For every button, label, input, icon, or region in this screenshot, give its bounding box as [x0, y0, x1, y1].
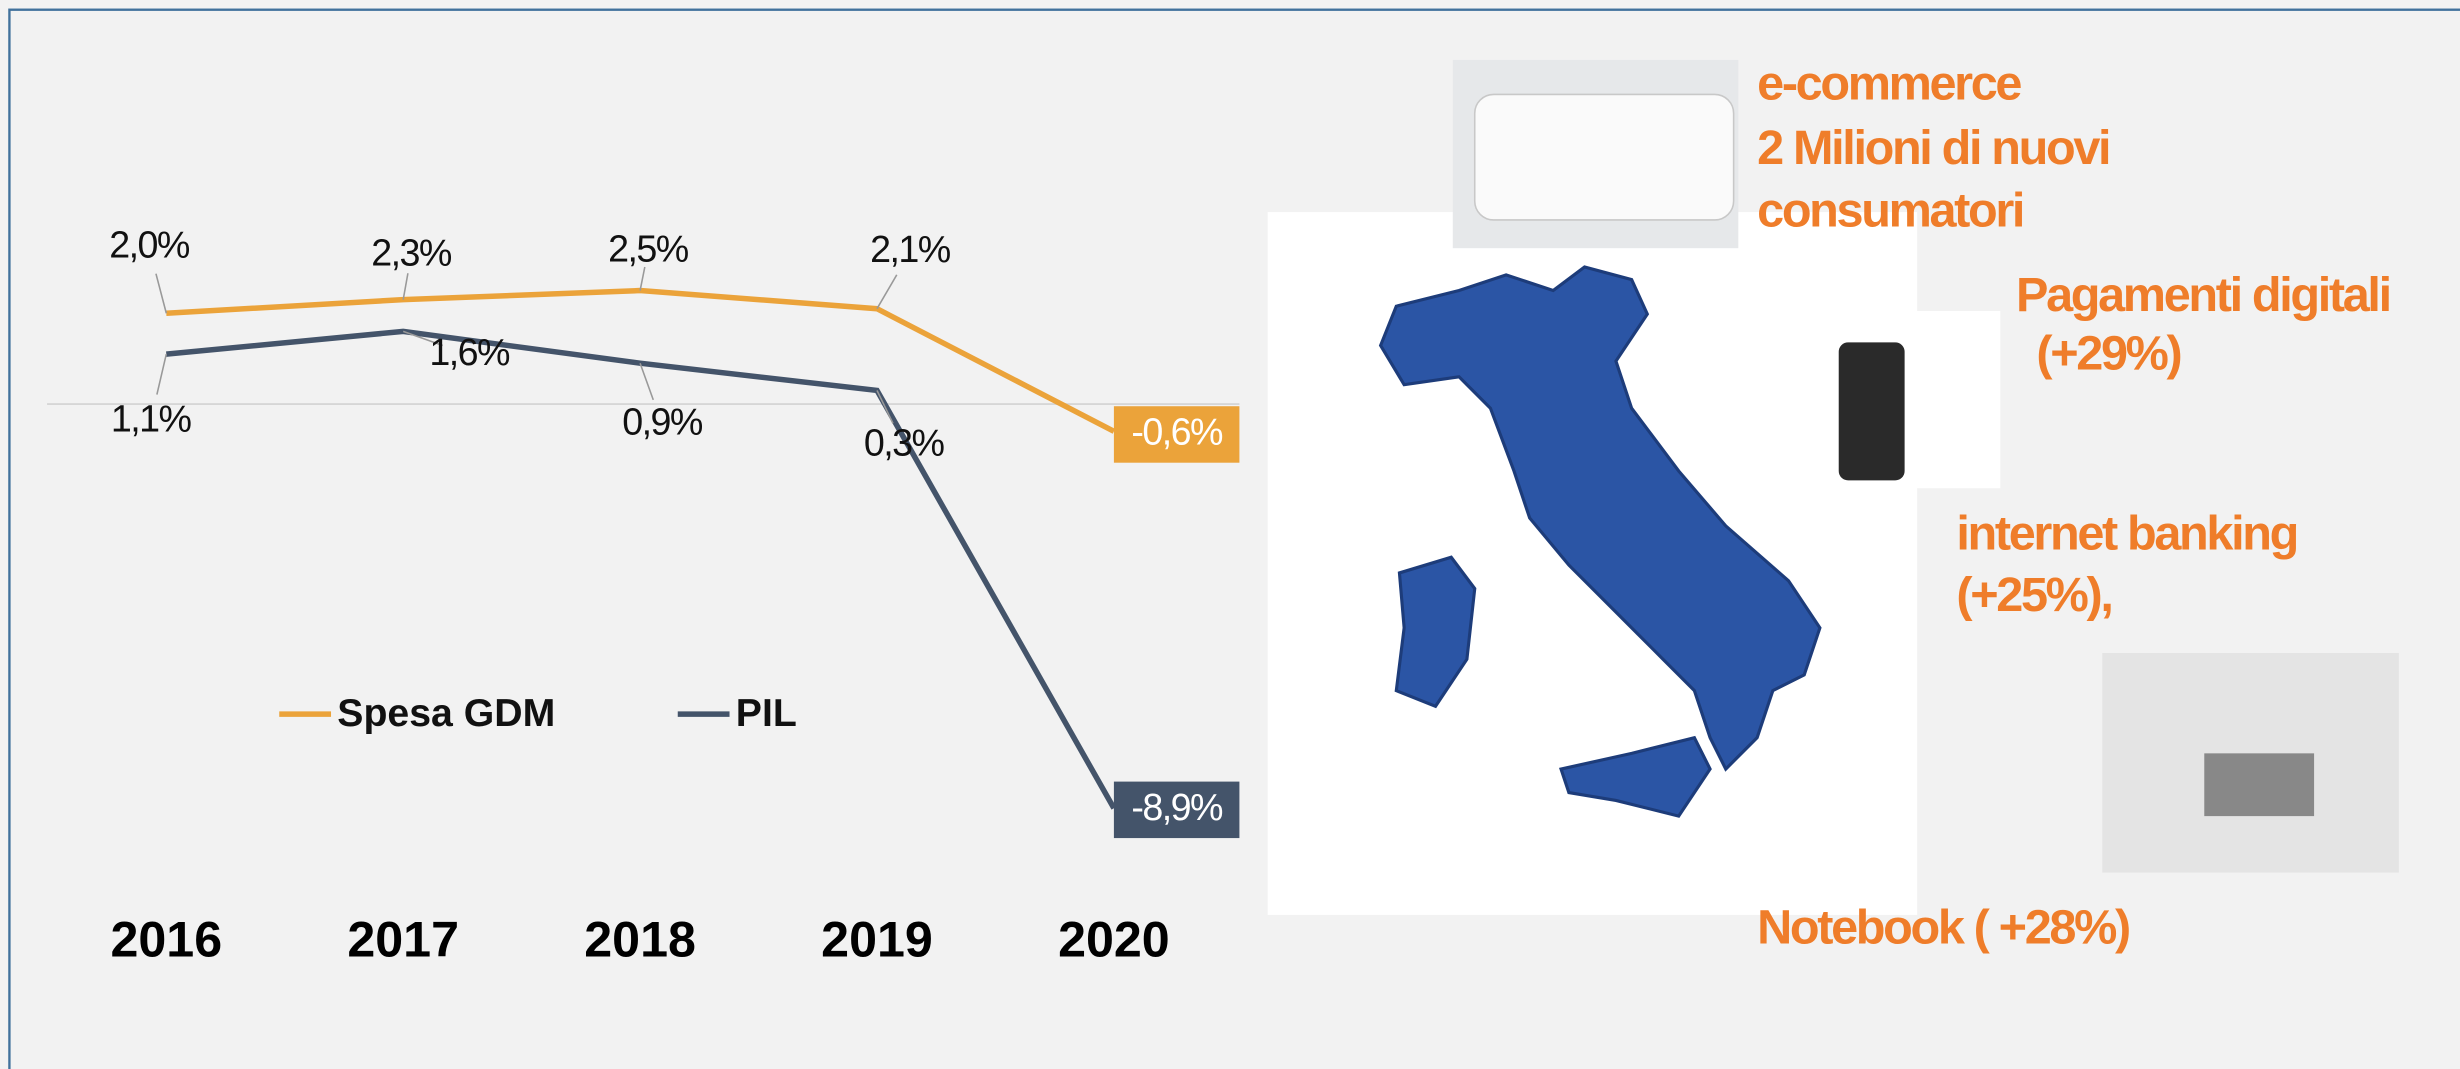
leader-line [402, 273, 409, 300]
value-label: 2,5% [608, 227, 689, 269]
annotation: (+29%) [2036, 326, 2180, 380]
x-tick-label: 2016 [110, 911, 222, 967]
x-tick-label: 2017 [347, 911, 459, 967]
sardinia [1394, 555, 1477, 709]
leader-line [876, 390, 894, 424]
value-label: 0,3% [864, 421, 945, 463]
annotation: internet banking [1956, 507, 2297, 561]
pos-terminal [1838, 342, 1905, 481]
annotation: (+25%), [1956, 568, 2111, 622]
legend-label: PIL [736, 691, 797, 735]
leader-line [876, 274, 898, 310]
leader-line [402, 330, 444, 347]
leader-line [156, 353, 168, 395]
x-tick-label: 2020 [1058, 911, 1170, 967]
annotation: Notebook ( +28%) [1757, 900, 2129, 954]
annotation: 2 Milioni di nuovi [1757, 121, 2109, 175]
value-label: 2,3% [371, 232, 452, 274]
annotation: e-commerce [1757, 56, 2021, 110]
legend-label: Spesa GDM [337, 691, 555, 735]
leader-line [155, 273, 168, 314]
value-label: 0,9% [622, 400, 703, 442]
x-tick-label: 2019 [821, 911, 933, 967]
value-label: 1,1% [111, 398, 192, 440]
frame [8, 8, 2460, 1069]
value-label: 1,6% [429, 331, 510, 373]
annotation: Pagamenti digitali [2016, 268, 2390, 322]
value-label: 2,1% [870, 228, 951, 270]
laptop [2204, 753, 2315, 817]
sicily [1558, 735, 1712, 818]
leader-line [639, 362, 655, 401]
x-tick-label: 2018 [584, 911, 696, 967]
value-label: 2,0% [109, 223, 190, 265]
leader-line [639, 266, 646, 291]
value-label: -8,9% [1131, 786, 1223, 828]
keyboard-key [1473, 93, 1735, 221]
italy-map [1378, 265, 1822, 772]
value-label-box [1113, 781, 1240, 839]
value-label: -0,6% [1131, 410, 1223, 452]
value-label-box [1113, 406, 1240, 463]
annotation: consumatori [1757, 184, 2023, 238]
